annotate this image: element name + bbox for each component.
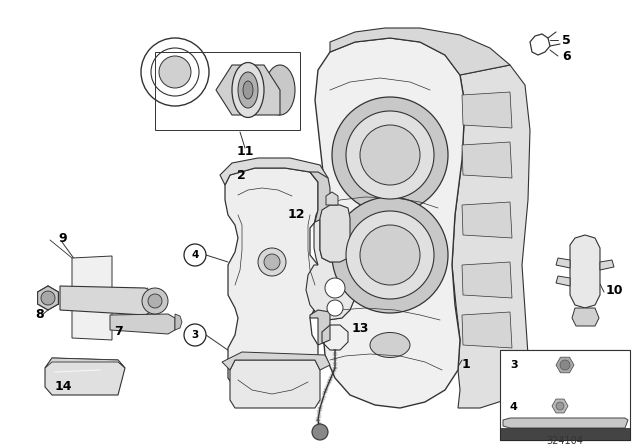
Ellipse shape bbox=[232, 63, 264, 117]
Polygon shape bbox=[220, 158, 328, 185]
Polygon shape bbox=[462, 262, 512, 298]
Text: 6: 6 bbox=[562, 49, 571, 63]
Polygon shape bbox=[175, 314, 182, 330]
Polygon shape bbox=[452, 65, 530, 408]
Circle shape bbox=[332, 97, 448, 213]
Polygon shape bbox=[556, 276, 570, 286]
Text: 5: 5 bbox=[562, 34, 571, 47]
Polygon shape bbox=[310, 310, 330, 345]
Circle shape bbox=[346, 211, 434, 299]
Polygon shape bbox=[462, 92, 512, 128]
Text: 4: 4 bbox=[510, 402, 518, 412]
Text: 10: 10 bbox=[606, 284, 623, 297]
Polygon shape bbox=[222, 352, 330, 370]
Polygon shape bbox=[60, 286, 155, 315]
Circle shape bbox=[142, 288, 168, 314]
Polygon shape bbox=[556, 357, 574, 373]
Circle shape bbox=[360, 225, 420, 285]
Text: 1: 1 bbox=[462, 358, 471, 371]
Circle shape bbox=[258, 248, 286, 276]
Circle shape bbox=[556, 402, 564, 410]
Circle shape bbox=[148, 294, 162, 308]
Polygon shape bbox=[556, 258, 570, 268]
Polygon shape bbox=[230, 360, 320, 408]
Text: 324104: 324104 bbox=[547, 436, 584, 446]
Circle shape bbox=[141, 38, 209, 106]
Polygon shape bbox=[38, 286, 58, 310]
Circle shape bbox=[184, 324, 206, 346]
Circle shape bbox=[360, 125, 420, 185]
Circle shape bbox=[346, 111, 434, 199]
Polygon shape bbox=[320, 205, 350, 262]
Polygon shape bbox=[216, 65, 280, 115]
Ellipse shape bbox=[238, 72, 258, 108]
Ellipse shape bbox=[265, 65, 295, 115]
Polygon shape bbox=[500, 428, 630, 440]
Ellipse shape bbox=[243, 81, 253, 99]
Circle shape bbox=[560, 360, 570, 370]
Polygon shape bbox=[330, 28, 510, 75]
FancyBboxPatch shape bbox=[500, 350, 630, 440]
Text: 2: 2 bbox=[237, 169, 246, 182]
Polygon shape bbox=[72, 256, 112, 340]
Text: 7: 7 bbox=[114, 325, 123, 338]
Polygon shape bbox=[326, 192, 338, 205]
Circle shape bbox=[327, 300, 343, 316]
Circle shape bbox=[312, 424, 328, 440]
Polygon shape bbox=[552, 399, 568, 413]
Text: 14: 14 bbox=[55, 380, 72, 393]
Text: 13: 13 bbox=[352, 322, 369, 335]
Circle shape bbox=[332, 197, 448, 313]
Text: 9: 9 bbox=[58, 232, 67, 245]
Polygon shape bbox=[600, 260, 614, 270]
Polygon shape bbox=[572, 308, 599, 326]
Text: 3: 3 bbox=[191, 330, 198, 340]
Ellipse shape bbox=[370, 332, 410, 358]
Polygon shape bbox=[570, 235, 600, 308]
Polygon shape bbox=[503, 418, 628, 428]
Circle shape bbox=[159, 56, 191, 88]
Circle shape bbox=[151, 48, 199, 96]
Circle shape bbox=[41, 291, 55, 305]
Circle shape bbox=[184, 244, 206, 266]
Polygon shape bbox=[45, 358, 125, 395]
Text: 12: 12 bbox=[287, 207, 305, 220]
Text: 11: 11 bbox=[236, 145, 253, 158]
Polygon shape bbox=[462, 142, 512, 178]
Polygon shape bbox=[310, 172, 330, 222]
Polygon shape bbox=[110, 314, 175, 334]
Polygon shape bbox=[225, 168, 318, 402]
Polygon shape bbox=[462, 202, 512, 238]
Polygon shape bbox=[315, 38, 465, 408]
Polygon shape bbox=[306, 208, 362, 320]
Polygon shape bbox=[45, 358, 125, 368]
Circle shape bbox=[264, 254, 280, 270]
Polygon shape bbox=[462, 312, 512, 348]
Text: 3: 3 bbox=[510, 360, 518, 370]
Polygon shape bbox=[306, 218, 362, 320]
Text: 4: 4 bbox=[191, 250, 198, 260]
Circle shape bbox=[325, 278, 345, 298]
Text: 8: 8 bbox=[35, 309, 44, 322]
